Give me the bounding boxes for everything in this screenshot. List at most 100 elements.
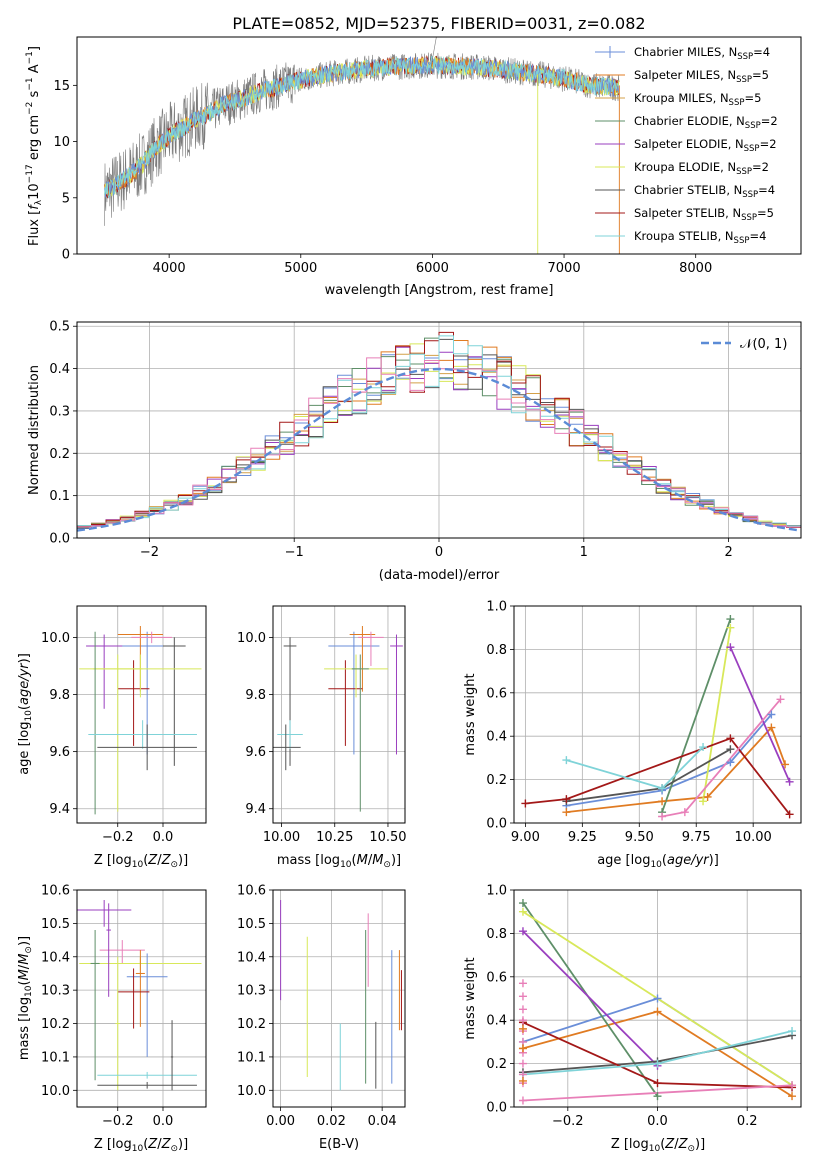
y-tick-label: 0.0	[486, 1101, 507, 1116]
weight-marker	[562, 756, 571, 765]
plot-area	[77, 331, 801, 532]
weight-marker	[562, 795, 571, 804]
legend-entry: Salpeter ELODIE, NSSP=2	[634, 137, 777, 154]
plot-area	[77, 900, 202, 1091]
y-tick-label: 1.0	[486, 600, 507, 615]
x-tick-label: 10.50	[369, 830, 406, 845]
gaussian-curve	[77, 367, 801, 532]
weight-marker	[653, 1092, 662, 1101]
axes-frame	[76, 36, 802, 255]
weight-marker	[726, 734, 735, 743]
legend-entry: Kroupa STELIB, NSSP=4	[634, 229, 766, 246]
y-tick-label: 0.1	[49, 489, 70, 504]
x-tick-label: 0.0	[153, 830, 174, 845]
weight-marker	[518, 1016, 527, 1025]
weight-marker	[653, 1007, 662, 1016]
y-tick-label: 10.4	[41, 950, 70, 965]
weight-line-salpeter_elodie	[729, 646, 791, 783]
y-tick-label: 0.0	[486, 817, 507, 832]
spectrum-spike	[429, 37, 437, 75]
axes-frame	[76, 605, 207, 824]
weight-marker	[518, 1044, 527, 1053]
x-tick-label: 8000	[679, 261, 712, 276]
y-tick-label: 10.1	[237, 1050, 266, 1065]
x-tick-label: 10.25	[316, 830, 353, 845]
legend-entry: Chabrier MILES, NSSP=4	[634, 45, 770, 62]
x-tick-label: 0.04	[368, 1114, 397, 1129]
weight-line-salpeter_elodie	[522, 930, 659, 1067]
weight-marker	[518, 1096, 527, 1105]
weight-marker	[658, 784, 667, 793]
axis-label: age [log10(age/yr)]	[597, 853, 719, 870]
weight-marker	[518, 907, 527, 916]
panel-mass_vs_Z: −0.2 0.0 10.0 10.1 10.2 10.3 10.4 10.5 10.6 Z [lo…	[17, 884, 207, 1154]
panel-mass_vs_ebv: 0.00 0.02 0.04 10.0 10.1 10.2 10.3 10.4 10.5 10.6…	[237, 884, 406, 1152]
legend-entry: Salpeter STELIB, NSSP=5	[634, 206, 774, 223]
y-tick-label: 10.0	[41, 631, 70, 646]
y-tick-label: 0.4	[49, 362, 70, 377]
y-tick-label: 10.6	[237, 884, 266, 899]
histogram-kroupa_stelib	[77, 335, 801, 527]
y-tick-label: 9.4	[245, 802, 266, 817]
panel-age_vs_mass: 10.00 10.25 10.50 9.4 9.6 9.8 10.0 mass [log10(…	[237, 605, 407, 870]
weight-marker	[767, 710, 776, 719]
y-tick-label: 0.3	[49, 404, 70, 419]
weight-marker	[518, 1024, 527, 1033]
y-tick-label: 10.6	[41, 884, 70, 899]
y-tick-label: 10.4	[237, 950, 266, 965]
x-tick-label: 9.00	[511, 830, 540, 845]
legend-entry: Kroupa MILES, NSSP=5	[634, 91, 761, 108]
x-tick-label: 9.50	[625, 830, 654, 845]
y-tick-label: 0.2	[49, 447, 70, 462]
weight-marker	[726, 745, 735, 754]
x-axis-label: E(B-V)	[319, 1137, 359, 1152]
y-tick-label: 10.2	[41, 1017, 70, 1032]
weight-marker	[518, 1005, 527, 1014]
x-tick-label: −1	[285, 545, 304, 560]
x-tick-label: 0.2	[737, 1114, 758, 1129]
axes-front: −0.2 0.0 0.2 0.0 0.2 0.4 0.6 0.8 1.0 mass weight Z…	[463, 884, 802, 1154]
weight-marker	[788, 1027, 797, 1036]
y-tick-label: 5	[62, 191, 70, 206]
legend-entry: Salpeter MILES, NSSP=5	[634, 68, 769, 85]
weight-marker	[658, 812, 667, 821]
axis-label: mass [log10(M/M⊙)]	[277, 853, 401, 870]
legend-entry: Chabrier ELODIE, NSSP=2	[634, 114, 778, 131]
y-tick-label: 0.8	[486, 643, 507, 658]
legend-entry: Chabrier STELIB, NSSP=4	[634, 183, 775, 200]
y-tick-label: 10.0	[237, 631, 266, 646]
weight-marker	[788, 1092, 797, 1101]
y-tick-label: 0.2	[486, 773, 507, 788]
y-tick-label: 10.5	[237, 917, 266, 932]
weight-marker	[653, 1059, 662, 1068]
weight-marker	[726, 623, 735, 632]
weight-marker	[726, 758, 735, 767]
y-tick-label: 9.8	[245, 688, 266, 703]
weight-marker	[653, 994, 662, 1003]
weight-marker	[767, 723, 776, 732]
y-tick-label: 0.6	[486, 686, 507, 701]
y-tick-label: 10.0	[237, 1084, 266, 1099]
x-tick-label: −0.2	[102, 1114, 134, 1129]
y-tick-label: 0.4	[486, 730, 507, 745]
axis-label: mass [log10(M/M⊙)]	[17, 936, 34, 1060]
weight-marker	[518, 899, 527, 908]
weight-marker	[785, 810, 794, 819]
x-tick-label: 5000	[284, 261, 317, 276]
y-tick-label: 10.1	[41, 1050, 70, 1065]
weight-marker	[788, 1081, 797, 1090]
x-tick-label: 0.00	[266, 1114, 295, 1129]
x-tick-label: 4000	[153, 261, 186, 276]
spectrum-model-kroupa_stelib	[104, 55, 619, 199]
x-axis-label: Z [log10(Z/Z⊙)]	[611, 1137, 705, 1154]
weight-marker	[658, 797, 667, 806]
weight-marker	[781, 760, 790, 769]
x-tick-label: −0.2	[102, 830, 134, 845]
y-tick-label: 0.0	[49, 532, 70, 547]
x-tick-label: −2	[140, 545, 159, 560]
legend: Chabrier MILES, NSSP=4 Salpeter MILES, NS…	[595, 45, 778, 246]
x-tick-label: 10.00	[263, 830, 300, 845]
y-tick-label: 0.5	[49, 320, 70, 335]
weight-marker	[680, 808, 689, 817]
axes-frame	[272, 889, 406, 1108]
